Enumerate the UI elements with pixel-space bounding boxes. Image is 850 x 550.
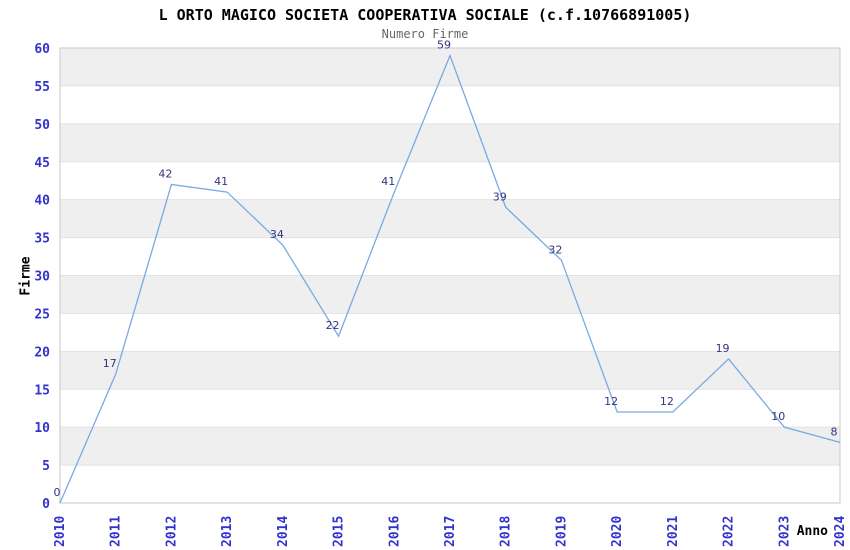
x-tick-label: 2014 (276, 516, 291, 547)
y-tick-label: 15 (34, 383, 50, 398)
chart-title: L ORTO MAGICO SOCIETA COOPERATIVA SOCIAL… (158, 6, 692, 24)
y-tick-label: 45 (34, 156, 50, 171)
data-point-label: 39 (493, 190, 507, 203)
x-axis-title: Anno (796, 524, 828, 539)
data-point-label: 19 (716, 342, 730, 355)
x-tick-label: 2023 (777, 516, 792, 547)
data-point-label: 12 (604, 395, 618, 408)
plot-band (60, 237, 840, 276)
y-tick-label: 35 (34, 232, 50, 247)
data-point-label: 32 (548, 243, 562, 256)
data-point-label: 22 (326, 319, 340, 332)
x-tick-label: 2020 (610, 516, 625, 547)
plot-band (60, 123, 840, 162)
data-point-label: 10 (771, 410, 785, 423)
x-tick-label: 2024 (833, 516, 848, 547)
x-tick-label: 2017 (443, 516, 458, 547)
plot-border (59, 47, 841, 504)
plot-band (60, 313, 840, 352)
x-tick-label: 2015 (332, 516, 347, 547)
data-point-label: 42 (158, 168, 172, 181)
plot-band (60, 275, 840, 314)
data-point-label: 17 (103, 357, 117, 370)
y-tick-label: 30 (34, 270, 50, 285)
y-tick-label: 55 (34, 80, 50, 95)
data-point-label: 12 (660, 395, 674, 408)
data-line (59, 53, 841, 504)
x-tick-label: 2022 (722, 516, 737, 547)
plot-band (60, 85, 840, 124)
data-point-label: 41 (214, 175, 228, 188)
data-point-label: 0 (54, 486, 61, 499)
y-tick-label: 60 (34, 42, 50, 57)
x-tick-label: 2012 (164, 516, 179, 547)
y-tick-label: 25 (34, 307, 50, 322)
y-tick-label: 40 (34, 194, 50, 209)
plot-band (60, 465, 840, 503)
plot-band (60, 48, 840, 86)
x-tick-label: 2013 (220, 516, 235, 547)
x-tick-label: 2010 (53, 516, 68, 547)
x-tick-label: 2021 (666, 516, 681, 547)
data-point-label: 8 (831, 425, 838, 438)
data-point-label: 34 (270, 228, 284, 241)
plot-band (60, 389, 840, 428)
y-tick-label: 10 (34, 421, 50, 436)
data-point-label: 41 (381, 175, 395, 188)
chart-subtitle: Numero Firme (381, 27, 469, 41)
plot-band (60, 199, 840, 238)
x-tick-label: 2018 (499, 516, 514, 547)
plot-band (60, 427, 840, 466)
data-point-label: 59 (437, 39, 451, 52)
x-tick-label: 2016 (387, 516, 402, 547)
plot-band (60, 161, 840, 200)
y-tick-label: 0 (42, 497, 50, 512)
y-tick-label: 50 (34, 118, 50, 133)
y-tick-label: 20 (34, 345, 50, 360)
x-tick-label: 2011 (109, 516, 124, 547)
x-tick-label: 2019 (554, 516, 569, 547)
y-tick-label: 5 (42, 459, 50, 474)
plot-band (60, 351, 840, 390)
